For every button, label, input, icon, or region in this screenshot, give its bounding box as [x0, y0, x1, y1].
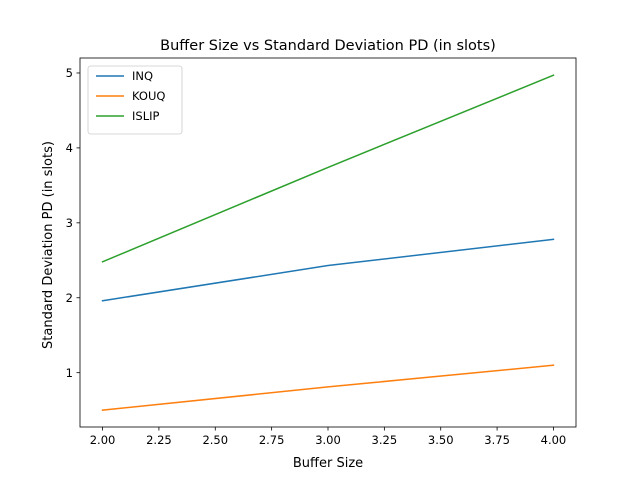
legend: INQ KOUQ ISLIP — [87, 65, 183, 135]
y-tick-label: 1 — [66, 366, 73, 380]
series-line-inq — [101, 238, 555, 302]
y-tick-label: 5 — [66, 66, 73, 80]
y-tick-label: 4 — [66, 141, 73, 155]
x-tick-label: 2.50 — [202, 433, 228, 447]
x-tick-label: 4.00 — [541, 433, 567, 447]
x-tick-label: 3.25 — [372, 433, 398, 447]
series-line-kouq — [101, 364, 555, 411]
legend-label-kouq: KOUQ — [132, 89, 165, 103]
x-tick-label: 2.00 — [90, 433, 116, 447]
plot-area: 2.00 2.25 2.50 2.75 3.00 3.25 3.50 3.75 4.00 1 2 3 4… — [66, 57, 577, 447]
legend-label-islip: ISLIP — [132, 109, 159, 123]
legend-label-inq: INQ — [132, 69, 153, 83]
x-tick-label: 3.00 — [315, 433, 341, 447]
x-axis-label: Buffer Size — [293, 456, 363, 471]
y-axis-label: Standard Deviation PD (in slots) — [41, 141, 56, 349]
y-tick-label: 3 — [66, 216, 73, 230]
x-tick-label: 3.75 — [484, 433, 510, 447]
y-tick-label: 2 — [66, 291, 73, 305]
x-tick-label: 2.75 — [259, 433, 285, 447]
x-tick-label: 2.25 — [146, 433, 172, 447]
chart-title: Buffer Size vs Standard Deviation PD (in… — [160, 38, 496, 54]
x-tick-label: 3.50 — [428, 433, 454, 447]
series-line-islip — [101, 74, 555, 263]
legend-box — [87, 65, 183, 135]
